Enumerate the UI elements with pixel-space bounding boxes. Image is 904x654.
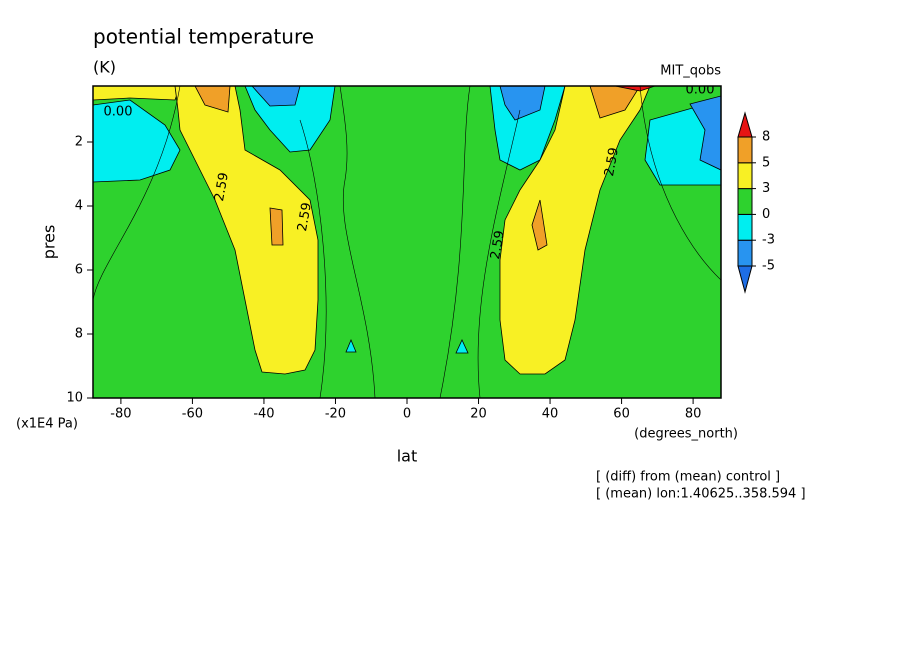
x-tick-label: 40	[542, 407, 559, 422]
colorbar-band	[737, 136, 753, 164]
contour-region	[499, 86, 651, 375]
y-axis-label: pres	[40, 225, 59, 260]
contour-region	[93, 86, 181, 101]
y-tick-label: 2	[75, 135, 83, 150]
y-unit: (x1E4 Pa)	[16, 417, 78, 432]
colorbar-band	[737, 213, 753, 241]
colorbar-label: -5	[762, 259, 775, 274]
x-tick-label: -60	[182, 407, 203, 422]
colorbar-band	[737, 188, 753, 215]
x-tick-label: 60	[613, 407, 630, 422]
contour-region	[251, 86, 301, 107]
contour-line	[439, 86, 471, 398]
contour-line	[477, 109, 521, 398]
contour-region	[531, 199, 548, 251]
colorbar-label: 0	[762, 207, 770, 222]
contour-region	[194, 86, 231, 113]
y-tick-label: 4	[75, 199, 83, 214]
colorbar-extension	[737, 111, 753, 138]
contour-region	[499, 86, 546, 121]
contour-label: 0.00	[686, 83, 715, 98]
contour-region	[345, 338, 357, 353]
contour-region	[174, 86, 319, 375]
contour-line	[639, 86, 721, 281]
contour-region	[269, 207, 284, 246]
contour-region	[455, 339, 469, 354]
contour-line	[93, 86, 181, 301]
colorbar-label: 3	[762, 181, 770, 196]
colorbar-label: 8	[762, 130, 770, 145]
y-tick-label: 8	[75, 327, 83, 342]
x-tick-label: -80	[110, 407, 131, 422]
colorbar-band	[737, 162, 753, 190]
contour-region	[589, 86, 641, 119]
colorbar-label: -3	[762, 233, 775, 248]
contour-region	[689, 95, 721, 171]
contour-field: 0.00 0.00 2.59 2.59 2.59 2.59	[93, 83, 721, 398]
x-axis-label: lat	[397, 447, 418, 466]
contour-label: 2.59	[212, 171, 232, 202]
chart-title: potential temperature	[93, 25, 314, 49]
colorbar-extension	[737, 265, 753, 294]
note: [ (mean) lon:1.40625..358.594 ]	[596, 487, 806, 502]
x-tick-label: -20	[325, 407, 346, 422]
contour-region	[93, 99, 181, 183]
y-tick-label: 10	[66, 391, 83, 406]
chart-subtitle: (K)	[93, 58, 116, 77]
x-unit: (degrees_north)	[634, 427, 738, 442]
contour-region	[614, 86, 656, 92]
x-tick-label: 0	[403, 407, 411, 422]
contour-label: 0.00	[104, 105, 133, 120]
x-tick-label: 20	[470, 407, 487, 422]
contour-line	[299, 119, 327, 398]
contour-label: 2.59	[295, 201, 315, 232]
y-tick-label: 6	[75, 263, 83, 278]
contour-label: 2.59	[602, 146, 622, 177]
source-label: MIT_qobs	[660, 64, 721, 79]
x-tick-label: 80	[685, 407, 702, 422]
note: [ (diff) from (mean) control ]	[596, 470, 780, 485]
colorbar-label: 5	[762, 155, 770, 170]
contour-line	[339, 86, 376, 398]
contour-label: 2.59	[488, 229, 508, 260]
colorbar-band	[737, 239, 753, 267]
x-tick-label: -40	[253, 407, 274, 422]
